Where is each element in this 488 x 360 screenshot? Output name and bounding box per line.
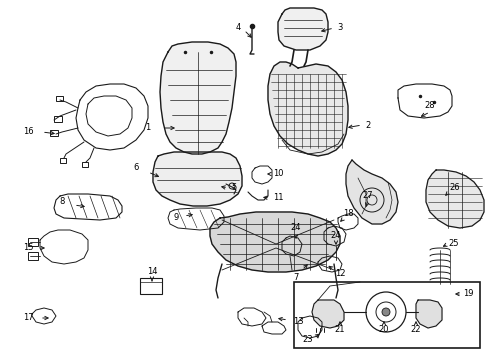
Text: 21: 21 xyxy=(334,325,345,334)
Bar xyxy=(293,282,479,348)
Text: 25: 25 xyxy=(448,239,458,248)
Text: 12: 12 xyxy=(334,270,345,279)
Polygon shape xyxy=(415,300,441,328)
Polygon shape xyxy=(267,62,347,156)
Text: 23: 23 xyxy=(302,336,313,345)
Text: 22: 22 xyxy=(410,325,420,334)
Polygon shape xyxy=(160,42,236,154)
Text: 17: 17 xyxy=(22,314,33,323)
Bar xyxy=(54,116,62,122)
Text: 14: 14 xyxy=(146,267,157,276)
Text: 26: 26 xyxy=(449,184,459,193)
Text: 20: 20 xyxy=(378,325,388,334)
Text: 24: 24 xyxy=(290,224,301,233)
Polygon shape xyxy=(346,160,397,224)
Text: 1: 1 xyxy=(145,123,150,132)
Bar xyxy=(28,252,38,260)
Bar xyxy=(140,278,162,294)
Polygon shape xyxy=(153,152,242,206)
Text: 18: 18 xyxy=(342,210,353,219)
Circle shape xyxy=(381,308,389,316)
Bar xyxy=(56,96,63,101)
Text: 15: 15 xyxy=(23,243,33,252)
Text: 27: 27 xyxy=(362,192,372,201)
Text: 19: 19 xyxy=(462,289,472,298)
Bar xyxy=(60,158,66,163)
Polygon shape xyxy=(425,170,483,228)
Text: 7: 7 xyxy=(293,274,298,283)
Text: 2: 2 xyxy=(365,121,370,130)
Text: 9: 9 xyxy=(173,213,178,222)
Text: 11: 11 xyxy=(272,194,283,202)
Text: 5: 5 xyxy=(231,184,236,193)
Bar xyxy=(28,238,38,246)
Text: 13: 13 xyxy=(292,318,303,327)
Text: 28: 28 xyxy=(424,102,434,111)
Bar xyxy=(50,130,58,136)
Polygon shape xyxy=(209,212,339,272)
Text: 8: 8 xyxy=(59,198,64,207)
Text: 4: 4 xyxy=(235,23,240,32)
Bar xyxy=(82,162,88,167)
Text: 6: 6 xyxy=(133,163,139,172)
Polygon shape xyxy=(311,300,343,328)
Text: 16: 16 xyxy=(22,127,33,136)
Text: 10: 10 xyxy=(272,170,283,179)
Text: 24: 24 xyxy=(330,231,341,240)
Polygon shape xyxy=(278,8,327,50)
Text: 3: 3 xyxy=(337,23,342,32)
